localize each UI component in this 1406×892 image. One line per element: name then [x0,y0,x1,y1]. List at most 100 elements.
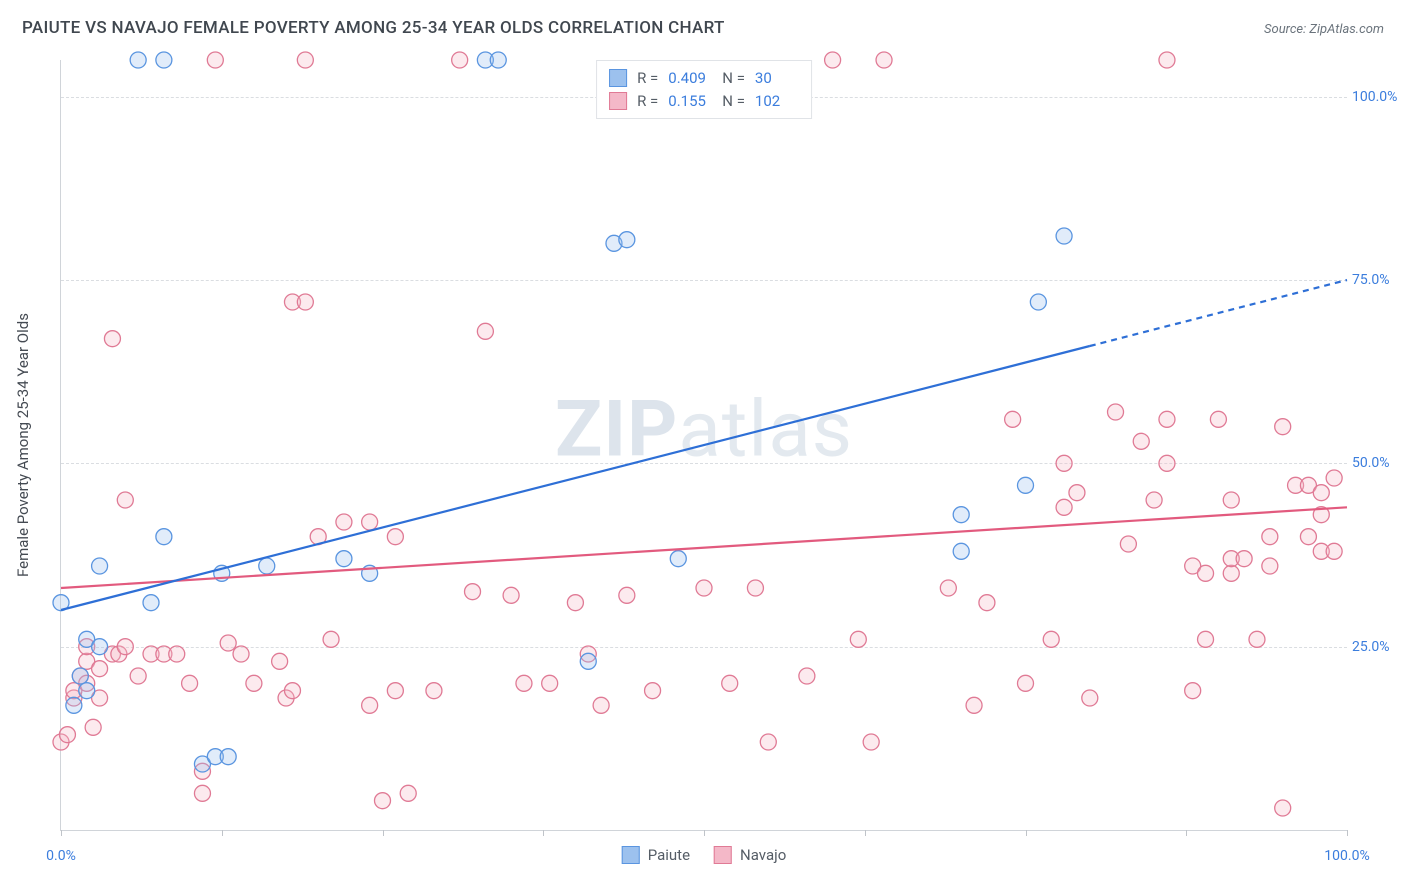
swatch-navajo [609,92,627,110]
x-tick [865,830,866,836]
data-point-navajo [1043,631,1059,647]
y-tick-label: 25.0% [1352,639,1406,655]
x-tick-label: 100.0% [1324,848,1369,864]
data-point-paiute [619,232,635,248]
legend-series: Paiute Navajo [622,846,787,864]
data-point-navajo [1069,485,1085,501]
x-tick [61,830,62,836]
data-point-navajo [117,639,133,655]
data-point-navajo [362,514,378,530]
data-point-navajo [1159,411,1175,427]
data-point-navajo [85,719,101,735]
data-point-paiute [66,697,82,713]
y-axis-title: Female Poverty Among 25-34 Year Olds [14,313,32,577]
r-value-paiute: 0.409 [668,67,712,90]
r-label: R = [637,90,658,113]
data-point-navajo [1326,543,1342,559]
data-point-paiute [490,52,506,68]
data-point-navajo [850,631,866,647]
data-point-navajo [940,580,956,596]
data-point-navajo [323,631,339,647]
y-tick-label: 50.0% [1352,455,1406,471]
n-value-paiute: 30 [755,67,799,90]
data-point-navajo [220,635,236,651]
data-point-navajo [1300,529,1316,545]
data-point-navajo [387,683,403,699]
swatch-paiute [609,69,627,87]
data-point-paiute [156,529,172,545]
r-value-navajo: 0.155 [668,90,712,113]
data-point-navajo [760,734,776,750]
legend-stats: R = 0.409 N = 30 R = 0.155 N = 102 [596,60,812,119]
plot-area: Female Poverty Among 25-34 Year Olds ZIP… [60,60,1347,831]
data-point-navajo [645,683,661,699]
data-point-navajo [375,793,391,809]
data-point-navajo [426,683,442,699]
data-point-navajo [1236,551,1252,567]
data-point-navajo [1262,558,1278,574]
data-point-paiute [1018,477,1034,493]
data-point-navajo [567,595,583,611]
data-point-paiute [259,558,275,574]
data-point-paiute [1056,228,1072,244]
x-tick-label: 0.0% [46,848,76,864]
x-tick [222,830,223,836]
x-tick [543,830,544,836]
data-point-paiute [79,683,95,699]
y-tick-label: 75.0% [1352,272,1406,288]
data-point-paiute [143,595,159,611]
x-tick [1186,830,1187,836]
data-point-navajo [194,785,210,801]
trend-line-paiute [61,346,1090,610]
data-point-navajo [1108,404,1124,420]
data-point-navajo [297,52,313,68]
data-point-navajo [1146,492,1162,508]
data-point-navajo [1223,492,1239,508]
x-tick [1026,830,1027,836]
data-point-navajo [1275,419,1291,435]
data-point-navajo [876,52,892,68]
data-point-navajo [387,529,403,545]
data-point-navajo [59,727,75,743]
data-point-navajo [542,675,558,691]
data-point-navajo [1120,536,1136,552]
data-point-navajo [1198,565,1214,581]
data-point-paiute [670,551,686,567]
x-tick [383,830,384,836]
chart-title: PAIUTE VS NAVAJO FEMALE POVERTY AMONG 25… [22,18,725,38]
legend-item-paiute: Paiute [622,846,690,864]
swatch-navajo [714,846,732,864]
data-point-navajo [1326,470,1342,486]
data-point-navajo [863,734,879,750]
data-point-navajo [92,661,108,677]
data-point-paiute [92,558,108,574]
data-point-navajo [1056,499,1072,515]
data-point-navajo [1275,800,1291,816]
data-point-navajo [336,514,352,530]
data-point-navajo [619,587,635,603]
n-label: N = [722,90,745,113]
data-point-navajo [362,697,378,713]
data-point-navajo [272,653,288,669]
data-point-paiute [72,668,88,684]
data-point-navajo [1159,455,1175,471]
data-point-navajo [477,323,493,339]
scatter-svg [61,60,1347,830]
data-point-navajo [979,595,995,611]
data-point-paiute [92,639,108,655]
data-point-navajo [825,52,841,68]
data-point-navajo [117,492,133,508]
x-tick [1347,830,1348,836]
data-point-navajo [1133,433,1149,449]
r-label: R = [637,67,658,90]
legend-stats-row-navajo: R = 0.155 N = 102 [609,90,799,113]
data-point-paiute [336,551,352,567]
data-point-navajo [1005,411,1021,427]
data-point-navajo [516,675,532,691]
data-point-navajo [1198,631,1214,647]
swatch-paiute [622,846,640,864]
data-point-navajo [182,675,198,691]
data-point-navajo [1056,455,1072,471]
data-point-navajo [1223,565,1239,581]
data-point-navajo [747,580,763,596]
